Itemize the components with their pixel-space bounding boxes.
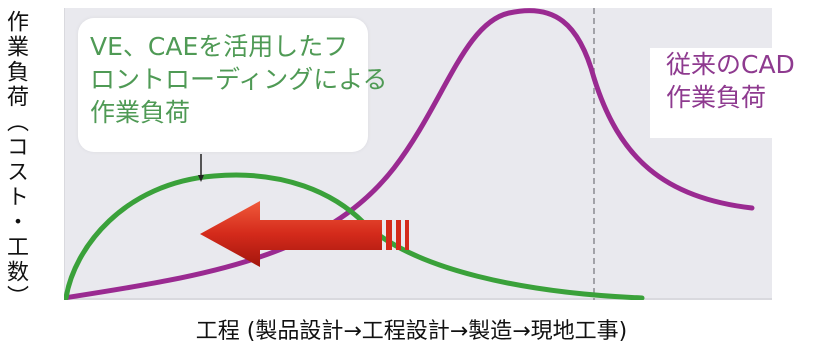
conventional-cad-callout: 従来のCAD 作業負荷 [650, 48, 818, 138]
conventional-callout-line-1: 従来のCAD [666, 50, 795, 79]
frontloading-callout-line-3: 作業負荷 [90, 98, 191, 127]
frontloading-callout-line-1: VE、CAEを活用したフ [90, 32, 349, 61]
conventional-callout-line-2: 作業負荷 [666, 83, 767, 112]
y-axis-label: 作業負荷（コスト・工数） [3, 10, 28, 310]
conventional-cad-curve [61, 8, 755, 301]
callout-pointer-tip [198, 175, 204, 182]
frontloading-callout: VE、CAEを活用したフ ロントローディングによる 作業負荷 [78, 18, 388, 152]
shift-left-arrow [200, 201, 409, 267]
x-axis-label: 工程 (製品設計→工程設計→製造→現地工事) [195, 319, 628, 344]
frontloading-curve [63, 172, 645, 301]
frontloading-callout-line-2: ロントローディングによる [90, 65, 388, 94]
